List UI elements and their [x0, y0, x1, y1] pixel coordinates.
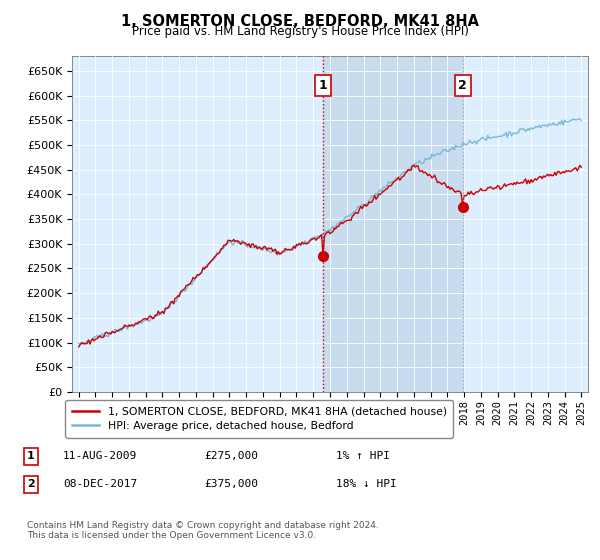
Text: 18% ↓ HPI: 18% ↓ HPI — [336, 479, 397, 489]
Text: 08-DEC-2017: 08-DEC-2017 — [63, 479, 137, 489]
Text: Price paid vs. HM Land Registry's House Price Index (HPI): Price paid vs. HM Land Registry's House … — [131, 25, 469, 38]
Text: 2: 2 — [27, 479, 35, 489]
Text: Contains HM Land Registry data © Crown copyright and database right 2024.
This d: Contains HM Land Registry data © Crown c… — [27, 521, 379, 540]
Text: 1: 1 — [319, 79, 328, 92]
Text: 1% ↑ HPI: 1% ↑ HPI — [336, 451, 390, 461]
Bar — [323, 56, 463, 392]
Text: 1, SOMERTON CLOSE, BEDFORD, MK41 8HA: 1, SOMERTON CLOSE, BEDFORD, MK41 8HA — [121, 14, 479, 29]
Text: 1: 1 — [27, 451, 35, 461]
Text: £275,000: £275,000 — [204, 451, 258, 461]
Legend: 1, SOMERTON CLOSE, BEDFORD, MK41 8HA (detached house), HPI: Average price, detac: 1, SOMERTON CLOSE, BEDFORD, MK41 8HA (de… — [65, 400, 453, 437]
Text: 11-AUG-2009: 11-AUG-2009 — [63, 451, 137, 461]
Text: £375,000: £375,000 — [204, 479, 258, 489]
Text: 2: 2 — [458, 79, 467, 92]
